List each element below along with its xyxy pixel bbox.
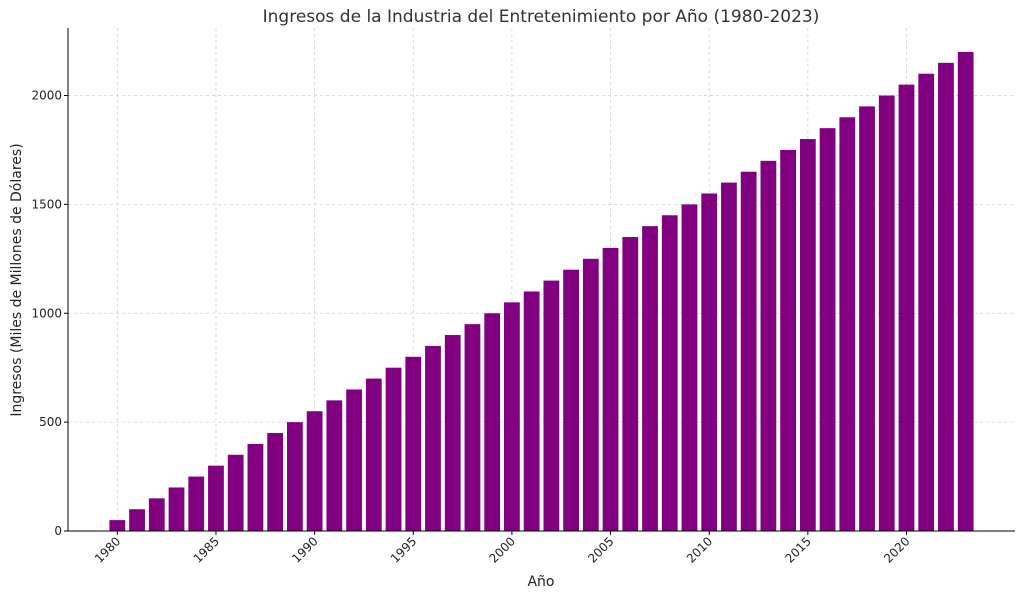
bar-2006 [622, 237, 639, 532]
axes [67, 28, 1015, 532]
bar-2002 [543, 280, 560, 531]
x-tick-label: 2005 [585, 534, 616, 565]
bar-1987 [247, 443, 264, 531]
x-tick-label: 2020 [881, 534, 912, 565]
x-axis-label: Año [527, 574, 554, 590]
x-tick-label: 1985 [191, 534, 222, 565]
bar-2020 [898, 84, 915, 531]
bar-1996 [425, 345, 441, 531]
bar-2017 [839, 117, 856, 532]
bar-1992 [346, 389, 362, 531]
y-tick-label: 1500 [31, 197, 62, 211]
bar-2023 [957, 51, 974, 531]
bar-2018 [859, 106, 875, 531]
chart-title: Ingresos de la Industria del Entretenimi… [263, 7, 820, 27]
bar-2000 [504, 302, 520, 531]
y-axis-label: Ingresos (Miles de Millones de Dólares) [9, 143, 25, 416]
bar-1995 [405, 356, 422, 531]
x-tick-label: 1990 [289, 534, 320, 565]
x-tick-label: 2010 [684, 534, 715, 565]
bar-2007 [642, 226, 658, 531]
bar-1990 [306, 411, 323, 531]
y-tick-label: 0 [54, 524, 62, 538]
bar-1983 [168, 487, 185, 531]
bar-1991 [326, 400, 343, 531]
x-tick-label: 2015 [782, 534, 813, 565]
y-tick-label: 500 [39, 415, 62, 429]
x-tick-label: 2000 [487, 534, 518, 565]
bar-2016 [819, 128, 836, 532]
bar-2009 [681, 204, 698, 531]
bar-2021 [918, 73, 935, 532]
bar-1981 [129, 509, 145, 531]
y-tick-label: 2000 [31, 89, 62, 103]
bar-2014 [780, 149, 797, 531]
bar-1997 [444, 335, 461, 531]
bar-2013 [760, 160, 777, 531]
bar-2008 [661, 215, 678, 531]
bar-1985 [208, 465, 224, 531]
bar-2019 [878, 95, 895, 531]
bar-1994 [385, 367, 402, 531]
bar-1998 [464, 324, 481, 531]
bar-2004 [582, 258, 599, 531]
bar-2003 [563, 269, 579, 531]
bar-2005 [602, 247, 619, 532]
bar-1984 [188, 476, 205, 531]
bar-1982 [148, 498, 165, 531]
bar-1986 [227, 454, 244, 531]
bar-2012 [740, 171, 757, 531]
x-tick-label: 1980 [92, 534, 123, 565]
bar-1980 [109, 520, 126, 531]
bar-2015 [799, 139, 816, 531]
bars [109, 51, 974, 532]
bar-2022 [938, 62, 954, 531]
x-tick-label: 1995 [388, 534, 419, 565]
y-tick-label: 1000 [31, 306, 62, 320]
bar-1988 [267, 433, 284, 531]
bar-1993 [365, 378, 382, 531]
bar-2001 [523, 291, 540, 531]
bar-1999 [484, 313, 501, 531]
bar-2011 [721, 182, 737, 531]
bar-1989 [286, 422, 303, 531]
bar-2010 [701, 193, 718, 531]
